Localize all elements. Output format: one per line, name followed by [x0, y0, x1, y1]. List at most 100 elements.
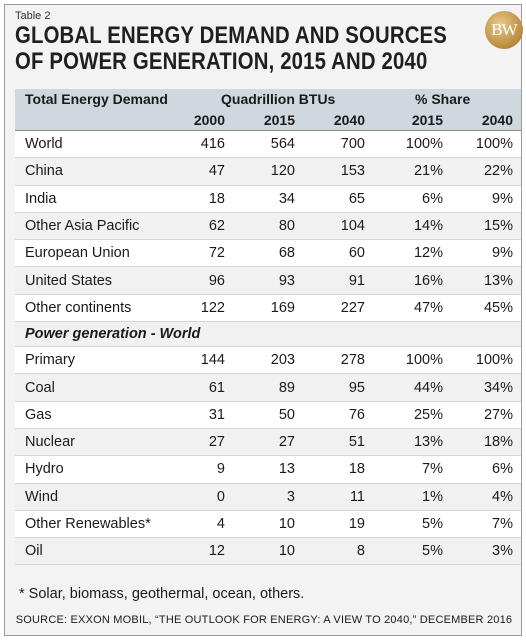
section-power-generation: Power generation - World — [15, 322, 521, 348]
header-quadrillion-btus: Quadrillion BTUs — [221, 91, 336, 107]
row-label: China — [25, 163, 63, 180]
table-row: Other Renewables* 4 10 19 5% 7% — [15, 510, 521, 539]
row-value: 7% — [422, 461, 443, 478]
row-value: 47 — [208, 163, 225, 180]
table-frame: Table 2 GLOBAL ENERGY DEMAND AND SOURCES… — [4, 4, 523, 636]
table-row: United States 96 93 91 16% 13% — [15, 267, 521, 295]
row-value: 19 — [348, 516, 365, 532]
header-row-years: 2000 2015 2040 2015 2040 — [15, 109, 521, 131]
row-value: 5% — [422, 516, 443, 532]
power-rows: Primary 144 203 278 100% 100% Coal 61 89 95 44% 34%… — [15, 347, 521, 566]
table-row: European Union 72 68 60 12% 9% — [15, 240, 521, 268]
footnote: * Solar, biomass, geothermal, ocean, oth… — [19, 586, 305, 602]
row-value: 100% — [475, 352, 513, 369]
row-value: 3 — [286, 488, 295, 505]
row-value: 51 — [348, 434, 365, 451]
row-value: 8 — [356, 543, 365, 560]
table-row: Primary 144 203 278 100% 100% — [15, 347, 521, 375]
row-value: 12% — [413, 245, 443, 262]
row-value: 96 — [208, 272, 225, 289]
row-value: 3% — [492, 543, 513, 560]
table-row: Oil 12 10 8 5% 3% — [15, 538, 521, 566]
header-year: 2040 — [333, 111, 365, 128]
row-label: World — [25, 136, 63, 153]
row-value: 6% — [422, 190, 443, 207]
row-value: 15% — [483, 218, 513, 235]
header-row-groups: Total Energy Demand Quadrillion BTUs % S… — [15, 89, 521, 109]
row-value: 95 — [348, 379, 365, 396]
table-row: Wind 0 3 11 1% 4% — [15, 483, 521, 511]
row-value: 91 — [348, 272, 365, 289]
row-value: 16% — [413, 272, 443, 289]
row-value: 89 — [278, 379, 295, 396]
page-title: GLOBAL ENERGY DEMAND AND SOURCES OF POWE… — [15, 23, 463, 75]
table-row: Other continents 122 169 227 47% 45% — [15, 294, 521, 323]
table-row: Hydro 9 13 18 7% 6% — [15, 456, 521, 484]
header-year: 2015 — [411, 111, 443, 128]
row-value: 13% — [483, 272, 513, 289]
header-year: 2040 — [481, 111, 513, 128]
bw-logo: BW — [485, 11, 523, 49]
row-label: Other Renewables* — [25, 516, 151, 532]
row-value: 21% — [413, 163, 443, 180]
row-label: Primary — [25, 352, 75, 369]
row-value: 169 — [270, 299, 295, 316]
row-value: 27% — [483, 406, 513, 423]
row-value: 4 — [216, 516, 225, 532]
row-value: 9 — [216, 461, 225, 478]
row-value: 700 — [340, 136, 365, 153]
row-value: 100% — [475, 136, 513, 153]
row-value: 13 — [278, 461, 295, 478]
row-value: 13% — [413, 434, 443, 451]
row-label: India — [25, 190, 57, 207]
row-value: 144 — [200, 352, 225, 369]
row-value: 22% — [483, 163, 513, 180]
row-value: 153 — [340, 163, 365, 180]
row-value: 31 — [208, 406, 225, 423]
row-label: European Union — [25, 245, 130, 262]
row-value: 18% — [483, 434, 513, 451]
row-value: 14% — [413, 218, 443, 235]
row-label: Gas — [25, 406, 52, 423]
header-year: 2015 — [263, 111, 295, 128]
row-value: 45% — [483, 299, 513, 316]
row-value: 27 — [208, 434, 225, 451]
title-line-1: GLOBAL ENERGY DEMAND AND SOURCES — [15, 22, 448, 49]
row-value: 50 — [278, 406, 295, 423]
table-row: Other Asia Pacific 62 80 104 14% 15% — [15, 212, 521, 241]
row-value: 4% — [492, 488, 513, 505]
row-value: 80 — [278, 218, 295, 235]
row-value: 7% — [492, 516, 513, 532]
row-value: 60 — [348, 245, 365, 262]
row-value: 9% — [492, 245, 513, 262]
row-value: 11 — [349, 488, 365, 505]
row-value: 76 — [348, 406, 365, 423]
row-value: 47% — [413, 299, 443, 316]
table-row: China 47 120 153 21% 22% — [15, 158, 521, 186]
table-row: India 18 34 65 6% 9% — [15, 185, 521, 213]
row-value: 12 — [208, 543, 225, 560]
row-value: 278 — [340, 352, 365, 369]
demand-rows: World 416 564 700 100% 100% China 47 120 153 21% 22… — [15, 131, 521, 323]
row-label: United States — [25, 272, 113, 289]
row-label: Nuclear — [25, 434, 75, 451]
row-value: 416 — [200, 136, 225, 153]
header-total-energy-demand: Total Energy Demand — [25, 91, 168, 107]
title-line-2: OF POWER GENERATION, 2015 AND 2040 — [15, 48, 428, 75]
row-value: 9% — [492, 190, 513, 207]
table-row: Nuclear 27 27 51 13% 18% — [15, 428, 521, 457]
row-value: 100% — [405, 352, 443, 369]
row-value: 120 — [270, 163, 295, 180]
row-value: 122 — [200, 299, 225, 316]
row-value: 0 — [216, 488, 225, 505]
row-label: Other continents — [25, 299, 132, 316]
row-value: 227 — [340, 299, 365, 316]
header-year: 2000 — [193, 111, 225, 128]
table-row: Gas 31 50 76 25% 27% — [15, 401, 521, 429]
row-value: 10 — [278, 516, 295, 532]
row-label: Other Asia Pacific — [25, 218, 140, 235]
row-value: 25% — [413, 406, 443, 423]
row-value: 44% — [413, 379, 443, 396]
section-title: Power generation - World — [25, 326, 201, 343]
row-value: 65 — [348, 190, 365, 207]
